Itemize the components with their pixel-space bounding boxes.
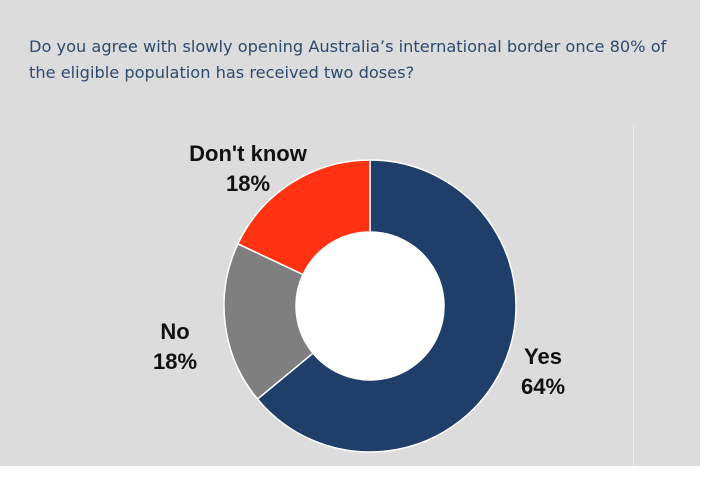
slice-label-yes: Yes (524, 344, 562, 369)
slice-label-no: No (160, 319, 189, 344)
slice-label-don-t-know: Don't know (189, 141, 308, 166)
donut-hole (296, 232, 444, 380)
slice-value-don-t-know: 18% (226, 171, 270, 196)
slice-value-no: 18% (153, 349, 197, 374)
divider-line (633, 125, 634, 466)
slice-value-yes: 64% (521, 374, 565, 399)
chart-title: Do you agree with slowly opening Austral… (29, 37, 667, 82)
